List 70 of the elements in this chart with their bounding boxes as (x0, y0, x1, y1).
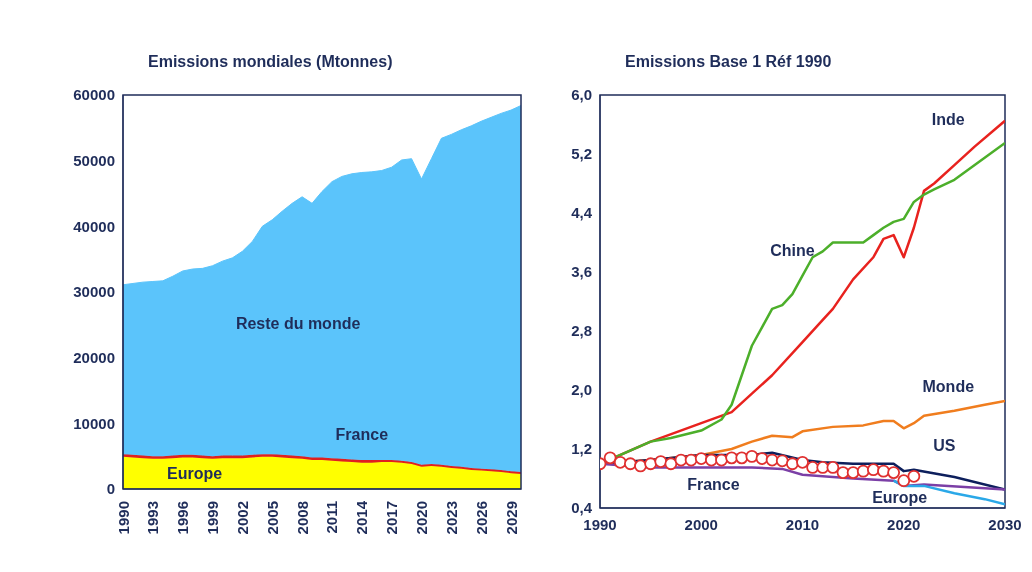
point (735, 451, 749, 465)
series-label: Reste du monde (235, 315, 361, 333)
point (704, 453, 718, 467)
x-tick-label: 2008 (293, 501, 311, 535)
y-tick-label: 4,4 (571, 204, 593, 222)
x-tick-label: 2014 (353, 500, 371, 535)
x-tick-label: 1990 (114, 501, 132, 535)
point (745, 449, 759, 463)
point (654, 455, 668, 468)
point (846, 466, 860, 479)
y-tick-label: 6,0 (571, 86, 592, 104)
x-tick-label: 2020 (413, 501, 430, 535)
point (775, 454, 789, 468)
chart-title: Emissions Base 1 Réf 1990 (624, 53, 833, 72)
y-tick-label: 1,2 (571, 440, 592, 458)
point (623, 457, 637, 471)
point (907, 469, 921, 483)
point (816, 461, 830, 474)
x-tick-label: 2011 (323, 501, 341, 534)
y-tick-label: 3,6 (571, 263, 592, 281)
y-tick-label: 30000 (73, 283, 115, 301)
y-tick-label: 10000 (73, 414, 115, 432)
y-tick-label: 2,0 (571, 381, 592, 399)
point (866, 463, 880, 477)
point (796, 455, 809, 469)
x-tick-label: 2010 (785, 516, 820, 533)
point (887, 466, 901, 479)
x-tick-label: 1993 (144, 501, 162, 535)
x-tick-label: 1999 (204, 501, 222, 535)
y-tick-label: 40000 (73, 217, 115, 235)
x-tick-label: 2002 (233, 501, 251, 535)
x-tick-label: 2017 (383, 501, 401, 535)
y-tick-label: 0,4 (571, 499, 593, 517)
point (694, 452, 708, 465)
series-label: France (335, 425, 389, 443)
point (826, 461, 840, 474)
y-tick-label: 0 (106, 480, 115, 498)
point (603, 451, 617, 465)
x-tick-label: 2030 (988, 516, 1022, 533)
series-label: France (687, 476, 740, 494)
series-label: US (933, 436, 956, 454)
y-tick-label: 2,8 (571, 322, 592, 340)
point (715, 453, 728, 467)
x-tick-label: 2026 (472, 501, 490, 535)
point (755, 452, 769, 465)
series-label: Europe (872, 488, 928, 506)
x-tick-label: 2029 (502, 501, 520, 535)
chart-title: Emissions mondiales (Mtonnes) (147, 53, 394, 72)
point (644, 457, 658, 471)
point (634, 459, 647, 473)
x-tick-label: 2000 (684, 516, 718, 533)
point (664, 457, 678, 471)
x-tick-label: 2005 (263, 501, 281, 535)
y-tick-label: 60000 (73, 86, 115, 104)
series-label: Monde (922, 377, 975, 395)
y-tick-label: 50000 (73, 151, 115, 169)
point (897, 474, 911, 488)
x-tick-label: 1990 (583, 516, 617, 533)
point (725, 451, 739, 465)
point (806, 461, 820, 474)
series-label: Europe (167, 464, 223, 482)
point (877, 464, 890, 478)
x-tick-label: 1996 (174, 501, 192, 535)
x-tick-label: 2020 (887, 516, 921, 533)
x-tick-label: 2023 (442, 501, 460, 535)
series-label: Chine (770, 241, 815, 259)
series-label: Inde (931, 111, 965, 129)
y-tick-label: 20000 (73, 348, 115, 366)
y-tick-label: 5,2 (571, 145, 592, 163)
point (785, 457, 799, 471)
